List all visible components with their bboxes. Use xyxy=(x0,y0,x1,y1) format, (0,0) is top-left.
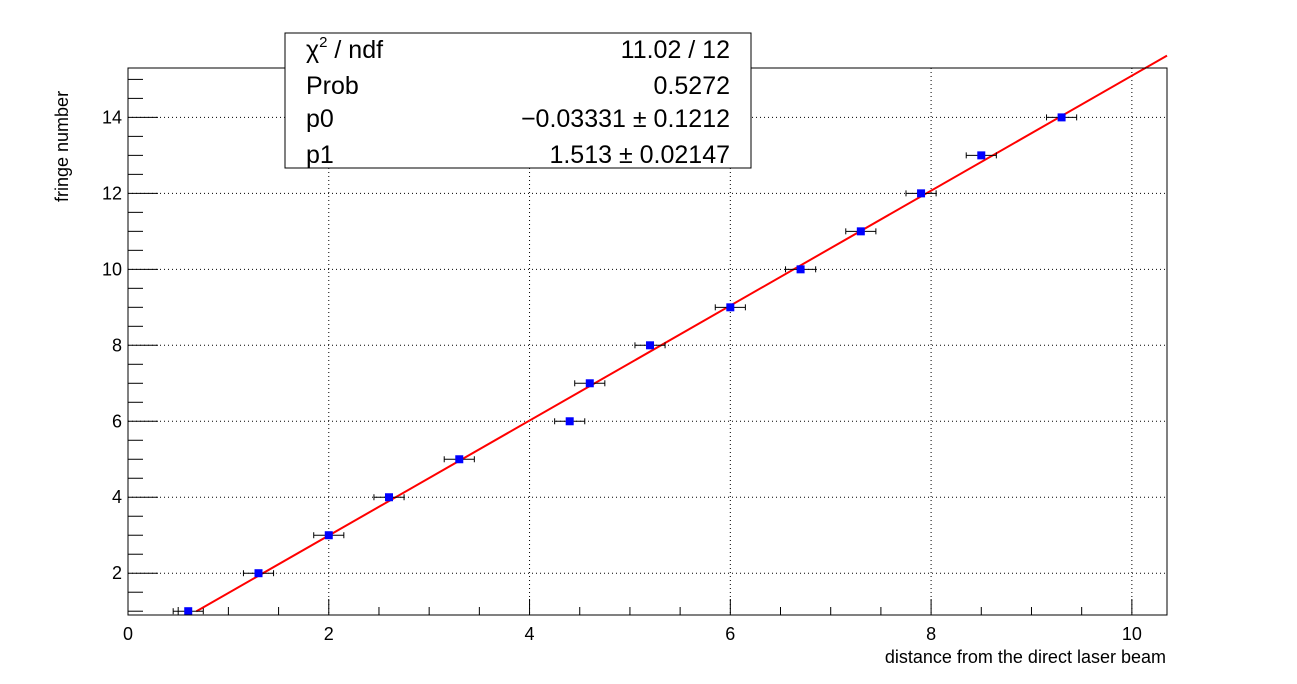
data-point xyxy=(796,265,805,274)
x-axis-title: distance from the direct laser beam xyxy=(885,647,1166,667)
data-point xyxy=(856,227,865,236)
data-points xyxy=(172,113,1078,616)
y-tick-label: 14 xyxy=(102,107,122,127)
x-tick-label: 4 xyxy=(525,624,535,644)
y-tick-label: 12 xyxy=(102,183,122,203)
fit-line xyxy=(195,54,1168,613)
stats-label-chi2: χ2 / ndf xyxy=(306,34,383,64)
y-tick-label: 2 xyxy=(112,563,122,583)
stats-label-p0: p0 xyxy=(306,105,334,133)
stats-value-p0: −0.03331 ± 0.1212 xyxy=(521,105,730,133)
x-tick-label: 0 xyxy=(123,624,133,644)
data-point xyxy=(254,569,263,578)
data-point xyxy=(585,379,594,388)
data-point xyxy=(917,189,926,198)
x-tick-label: 6 xyxy=(725,624,735,644)
y-axis-title: fringe number xyxy=(52,91,72,202)
tick-labels: 0 2 4 6 8 10 2 4 6 8 10 12 14 xyxy=(102,107,1142,644)
x-tick-label: 8 xyxy=(926,624,936,644)
data-point xyxy=(726,303,735,312)
data-point xyxy=(565,417,574,426)
stats-box: χ2 / ndf 11.02 / 12 Prob 0.5272 p0 −0.03… xyxy=(284,32,752,169)
data-point xyxy=(324,531,333,540)
stats-label-p1: p1 xyxy=(306,141,334,169)
stats-label-prob: Prob xyxy=(306,72,359,100)
stats-value-p1: 1.513 ± 0.02147 xyxy=(549,141,730,169)
y-tick-label: 4 xyxy=(112,487,122,507)
data-point xyxy=(455,455,464,464)
data-point xyxy=(646,341,655,350)
y-tick-label: 10 xyxy=(102,259,122,279)
x-tick-label: 10 xyxy=(1122,624,1142,644)
stats-box-frame xyxy=(284,32,752,169)
data-point xyxy=(184,607,193,616)
stats-value-chi2: 11.02 / 12 xyxy=(621,36,730,64)
fit-line-layer xyxy=(195,54,1168,613)
data-point xyxy=(977,151,986,160)
data-point xyxy=(385,493,394,502)
axis-ticks xyxy=(127,78,1133,615)
y-tick-label: 6 xyxy=(112,411,122,431)
data-point xyxy=(1057,113,1066,122)
x-tick-label: 2 xyxy=(324,624,334,644)
y-tick-label: 8 xyxy=(112,335,122,355)
stats-value-prob: 0.5272 xyxy=(654,72,730,100)
